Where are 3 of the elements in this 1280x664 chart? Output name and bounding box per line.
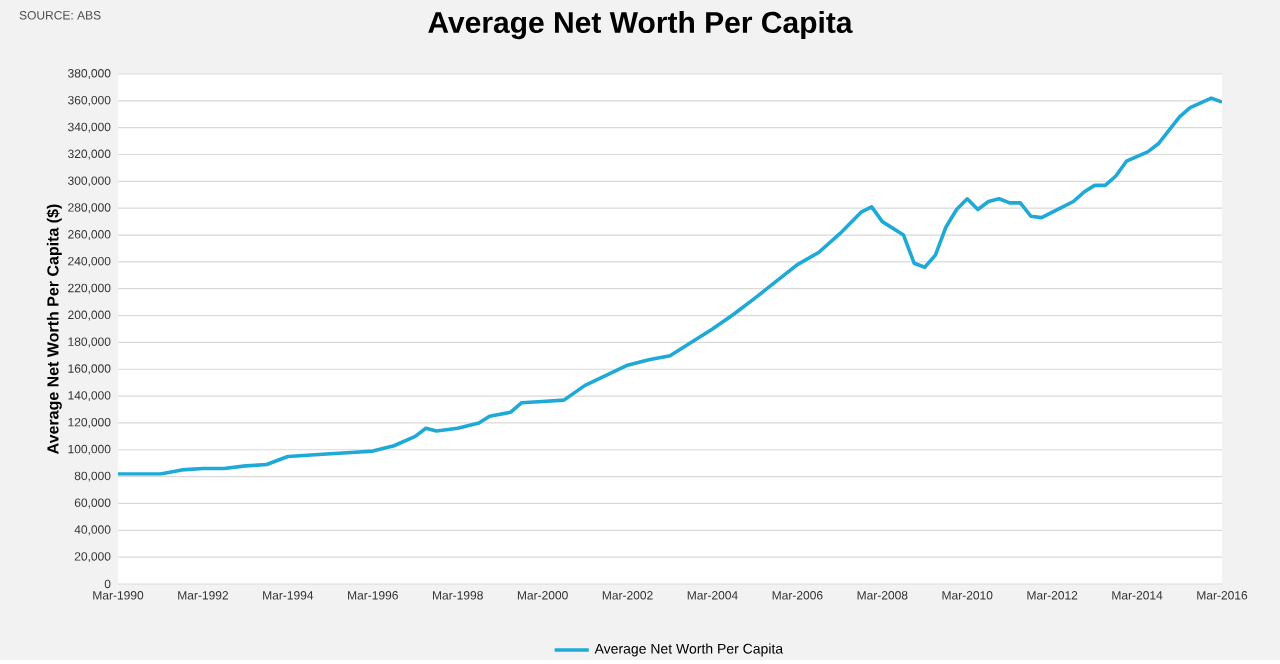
y-axis-title: Average Net Worth Per Capita ($) <box>46 204 62 454</box>
line-series <box>118 96 1222 476</box>
chart-title: Average Net Worth Per Capita <box>428 10 853 39</box>
